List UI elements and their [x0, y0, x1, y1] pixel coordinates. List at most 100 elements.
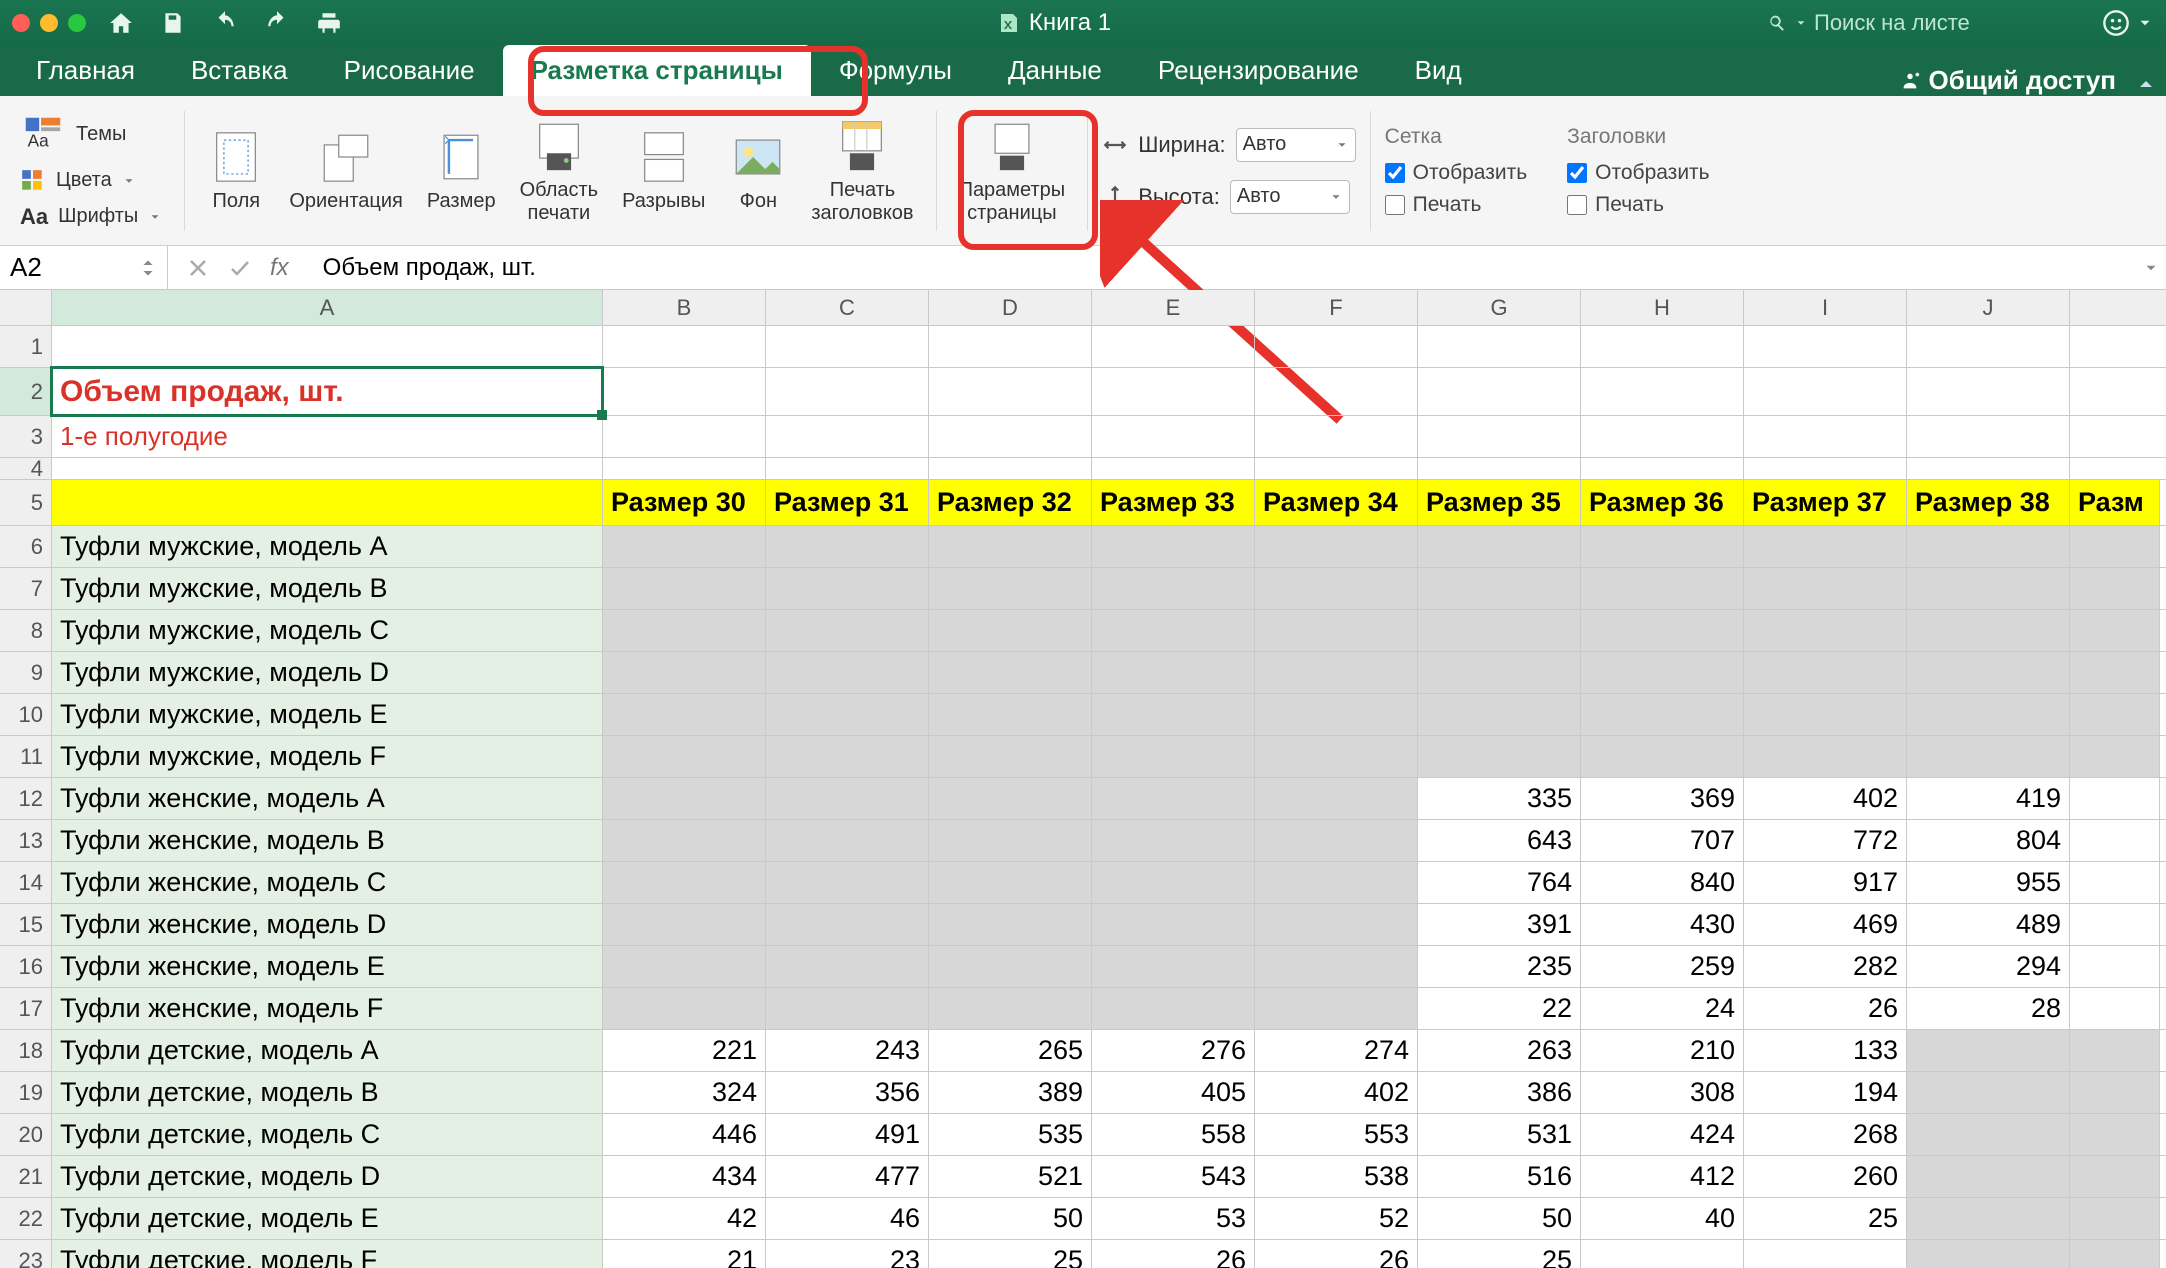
- cell[interactable]: [603, 736, 766, 777]
- cell[interactable]: [1581, 416, 1744, 457]
- cell[interactable]: [1907, 1198, 2070, 1239]
- cell[interactable]: [52, 458, 603, 479]
- cell[interactable]: Размер 31: [766, 480, 929, 525]
- cell[interactable]: Туфли детские, модель F: [52, 1240, 603, 1268]
- row-header-11[interactable]: 11: [0, 736, 52, 777]
- orientation-button[interactable]: Ориентация: [281, 128, 411, 213]
- cell[interactable]: [1255, 904, 1418, 945]
- cell[interactable]: [1418, 736, 1581, 777]
- row-header-12[interactable]: 12: [0, 778, 52, 819]
- cell[interactable]: [2070, 610, 2160, 651]
- cell[interactable]: [929, 652, 1092, 693]
- cell[interactable]: Туфли детские, модель C: [52, 1114, 603, 1155]
- cell[interactable]: [766, 904, 929, 945]
- cell[interactable]: [1092, 904, 1255, 945]
- cell[interactable]: [1255, 736, 1418, 777]
- cell[interactable]: 25: [929, 1240, 1092, 1268]
- cell[interactable]: [1581, 568, 1744, 609]
- cell[interactable]: [1744, 610, 1907, 651]
- cell[interactable]: [1907, 568, 2070, 609]
- col-header-F[interactable]: F: [1255, 290, 1418, 325]
- cell[interactable]: [603, 610, 766, 651]
- cell[interactable]: [1907, 368, 2070, 415]
- cell[interactable]: Туфли мужские, модель E: [52, 694, 603, 735]
- save-icon[interactable]: [160, 10, 186, 36]
- cell[interactable]: [929, 610, 1092, 651]
- cell[interactable]: [1255, 568, 1418, 609]
- cell[interactable]: [766, 736, 929, 777]
- cell[interactable]: Туфли детские, модель B: [52, 1072, 603, 1113]
- cell[interactable]: [2070, 904, 2160, 945]
- row-header-16[interactable]: 16: [0, 946, 52, 987]
- tab-формулы[interactable]: Формулы: [811, 45, 980, 96]
- cell[interactable]: 260: [1744, 1156, 1907, 1197]
- row-header-9[interactable]: 9: [0, 652, 52, 693]
- cell[interactable]: Туфли женские, модель A: [52, 778, 603, 819]
- cell[interactable]: 535: [929, 1114, 1092, 1155]
- tab-разметка страницы[interactable]: Разметка страницы: [503, 45, 811, 96]
- cell[interactable]: [1581, 694, 1744, 735]
- cell[interactable]: [766, 946, 929, 987]
- cell[interactable]: [766, 820, 929, 861]
- cell[interactable]: [1092, 862, 1255, 903]
- colors-button[interactable]: Цвета: [20, 168, 162, 194]
- cell[interactable]: 369: [1581, 778, 1744, 819]
- cell[interactable]: Туфли мужские, модель B: [52, 568, 603, 609]
- cell[interactable]: 243: [766, 1030, 929, 1071]
- cell[interactable]: [1581, 610, 1744, 651]
- fx-label[interactable]: fx: [270, 254, 289, 282]
- cell[interactable]: [1418, 694, 1581, 735]
- cell[interactable]: Туфли детские, модель A: [52, 1030, 603, 1071]
- name-box[interactable]: A2: [0, 246, 168, 290]
- cell[interactable]: 274: [1255, 1030, 1418, 1071]
- cell[interactable]: 477: [766, 1156, 929, 1197]
- cell[interactable]: [1255, 610, 1418, 651]
- cell[interactable]: [766, 368, 929, 415]
- cell[interactable]: [1744, 736, 1907, 777]
- cell[interactable]: 446: [603, 1114, 766, 1155]
- cell[interactable]: [1255, 946, 1418, 987]
- cell[interactable]: [766, 862, 929, 903]
- cell[interactable]: [929, 568, 1092, 609]
- cell[interactable]: [1581, 368, 1744, 415]
- cell[interactable]: 558: [1092, 1114, 1255, 1155]
- cell[interactable]: [603, 568, 766, 609]
- print-icon[interactable]: [316, 10, 342, 36]
- cell[interactable]: 917: [1744, 862, 1907, 903]
- cell[interactable]: 389: [929, 1072, 1092, 1113]
- cell[interactable]: [1744, 458, 1907, 479]
- cell[interactable]: [1907, 1240, 2070, 1268]
- row-header-20[interactable]: 20: [0, 1114, 52, 1155]
- cell[interactable]: [1744, 694, 1907, 735]
- cell[interactable]: [2070, 1030, 2160, 1071]
- cell[interactable]: [1907, 1114, 2070, 1155]
- tab-рецензирование[interactable]: Рецензирование: [1130, 45, 1387, 96]
- col-header-B[interactable]: B: [603, 290, 766, 325]
- cell[interactable]: Туфли женские, модель D: [52, 904, 603, 945]
- row-header-4[interactable]: 4: [0, 458, 52, 479]
- cell[interactable]: 804: [1907, 820, 2070, 861]
- fonts-button[interactable]: Aa Шрифты: [20, 204, 162, 230]
- print-titles-button[interactable]: Печать заголовков: [803, 117, 921, 225]
- row-header-13[interactable]: 13: [0, 820, 52, 861]
- cell[interactable]: Размер 38: [1907, 480, 2070, 525]
- cell[interactable]: [2070, 1114, 2160, 1155]
- cell[interactable]: 419: [1907, 778, 2070, 819]
- stepper-up-icon[interactable]: [139, 256, 157, 268]
- cell[interactable]: 46: [766, 1198, 929, 1239]
- chevron-down-icon[interactable]: [2136, 14, 2154, 32]
- close-window[interactable]: [12, 14, 30, 32]
- cell[interactable]: [766, 610, 929, 651]
- cell[interactable]: [1581, 458, 1744, 479]
- cell[interactable]: 405: [1092, 1072, 1255, 1113]
- cell[interactable]: [1418, 568, 1581, 609]
- cell[interactable]: 553: [1255, 1114, 1418, 1155]
- cell[interactable]: 294: [1907, 946, 2070, 987]
- cell[interactable]: [1255, 326, 1418, 367]
- cell[interactable]: [1907, 652, 2070, 693]
- cell[interactable]: 40: [1581, 1198, 1744, 1239]
- cell[interactable]: [2070, 1198, 2160, 1239]
- cell[interactable]: [1092, 988, 1255, 1029]
- row-header-6[interactable]: 6: [0, 526, 52, 567]
- cell[interactable]: [1581, 326, 1744, 367]
